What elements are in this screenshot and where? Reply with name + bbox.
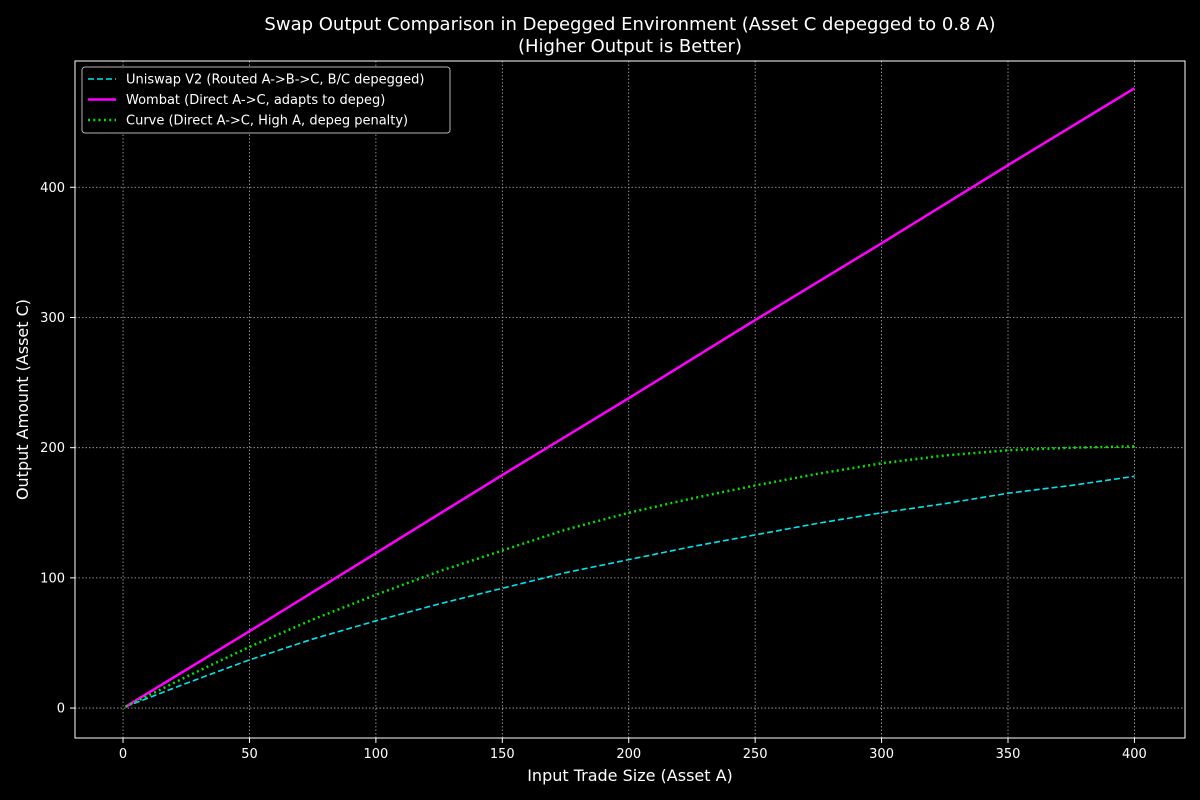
x-tick-label: 150: [490, 747, 515, 762]
x-axis-label: Input Trade Size (Asset A): [527, 766, 733, 785]
x-tick-label: 50: [241, 747, 258, 762]
chart-title: Swap Output Comparison in Depegged Envir…: [264, 14, 995, 35]
x-tick-label: 200: [616, 747, 641, 762]
y-tick-label: 0: [57, 702, 65, 717]
x-tick-label: 400: [1122, 747, 1147, 762]
y-tick-label: 300: [40, 311, 65, 326]
x-tick-label: 300: [869, 747, 894, 762]
series-line-1: [124, 87, 1136, 708]
legend: Uniswap V2 (Routed A->B->C, B/C depegged…: [81, 66, 451, 134]
x-tick-label: 350: [996, 747, 1021, 762]
legend-label-1: Wombat (Direct A->C, adapts to depeg): [126, 93, 385, 108]
series-layer: [124, 87, 1136, 708]
chart-subtitle: (Higher Output is Better): [518, 36, 742, 57]
plot-frame: [74, 60, 1186, 739]
legend-label-2: Curve (Direct A->C, High A, depeg penalt…: [126, 114, 408, 129]
x-tick-label: 0: [119, 747, 127, 762]
y-tick-label: 400: [40, 181, 65, 196]
ticks: 0 50 100 150 200 250 300 350 400 0 100 200 300 400: [40, 181, 1147, 762]
series-line-0: [125, 475, 1135, 708]
legend-box: [81, 66, 451, 134]
grid: [75, 61, 1185, 738]
x-tick-label: 250: [743, 747, 768, 762]
y-tick-label: 200: [40, 441, 65, 456]
y-axis-label: Output Amount (Asset C): [13, 299, 32, 500]
y-tick-label: 100: [40, 571, 65, 586]
legend-label-0: Uniswap V2 (Routed A->B->C, B/C depegged…: [126, 73, 424, 88]
x-tick-label: 100: [363, 747, 388, 762]
